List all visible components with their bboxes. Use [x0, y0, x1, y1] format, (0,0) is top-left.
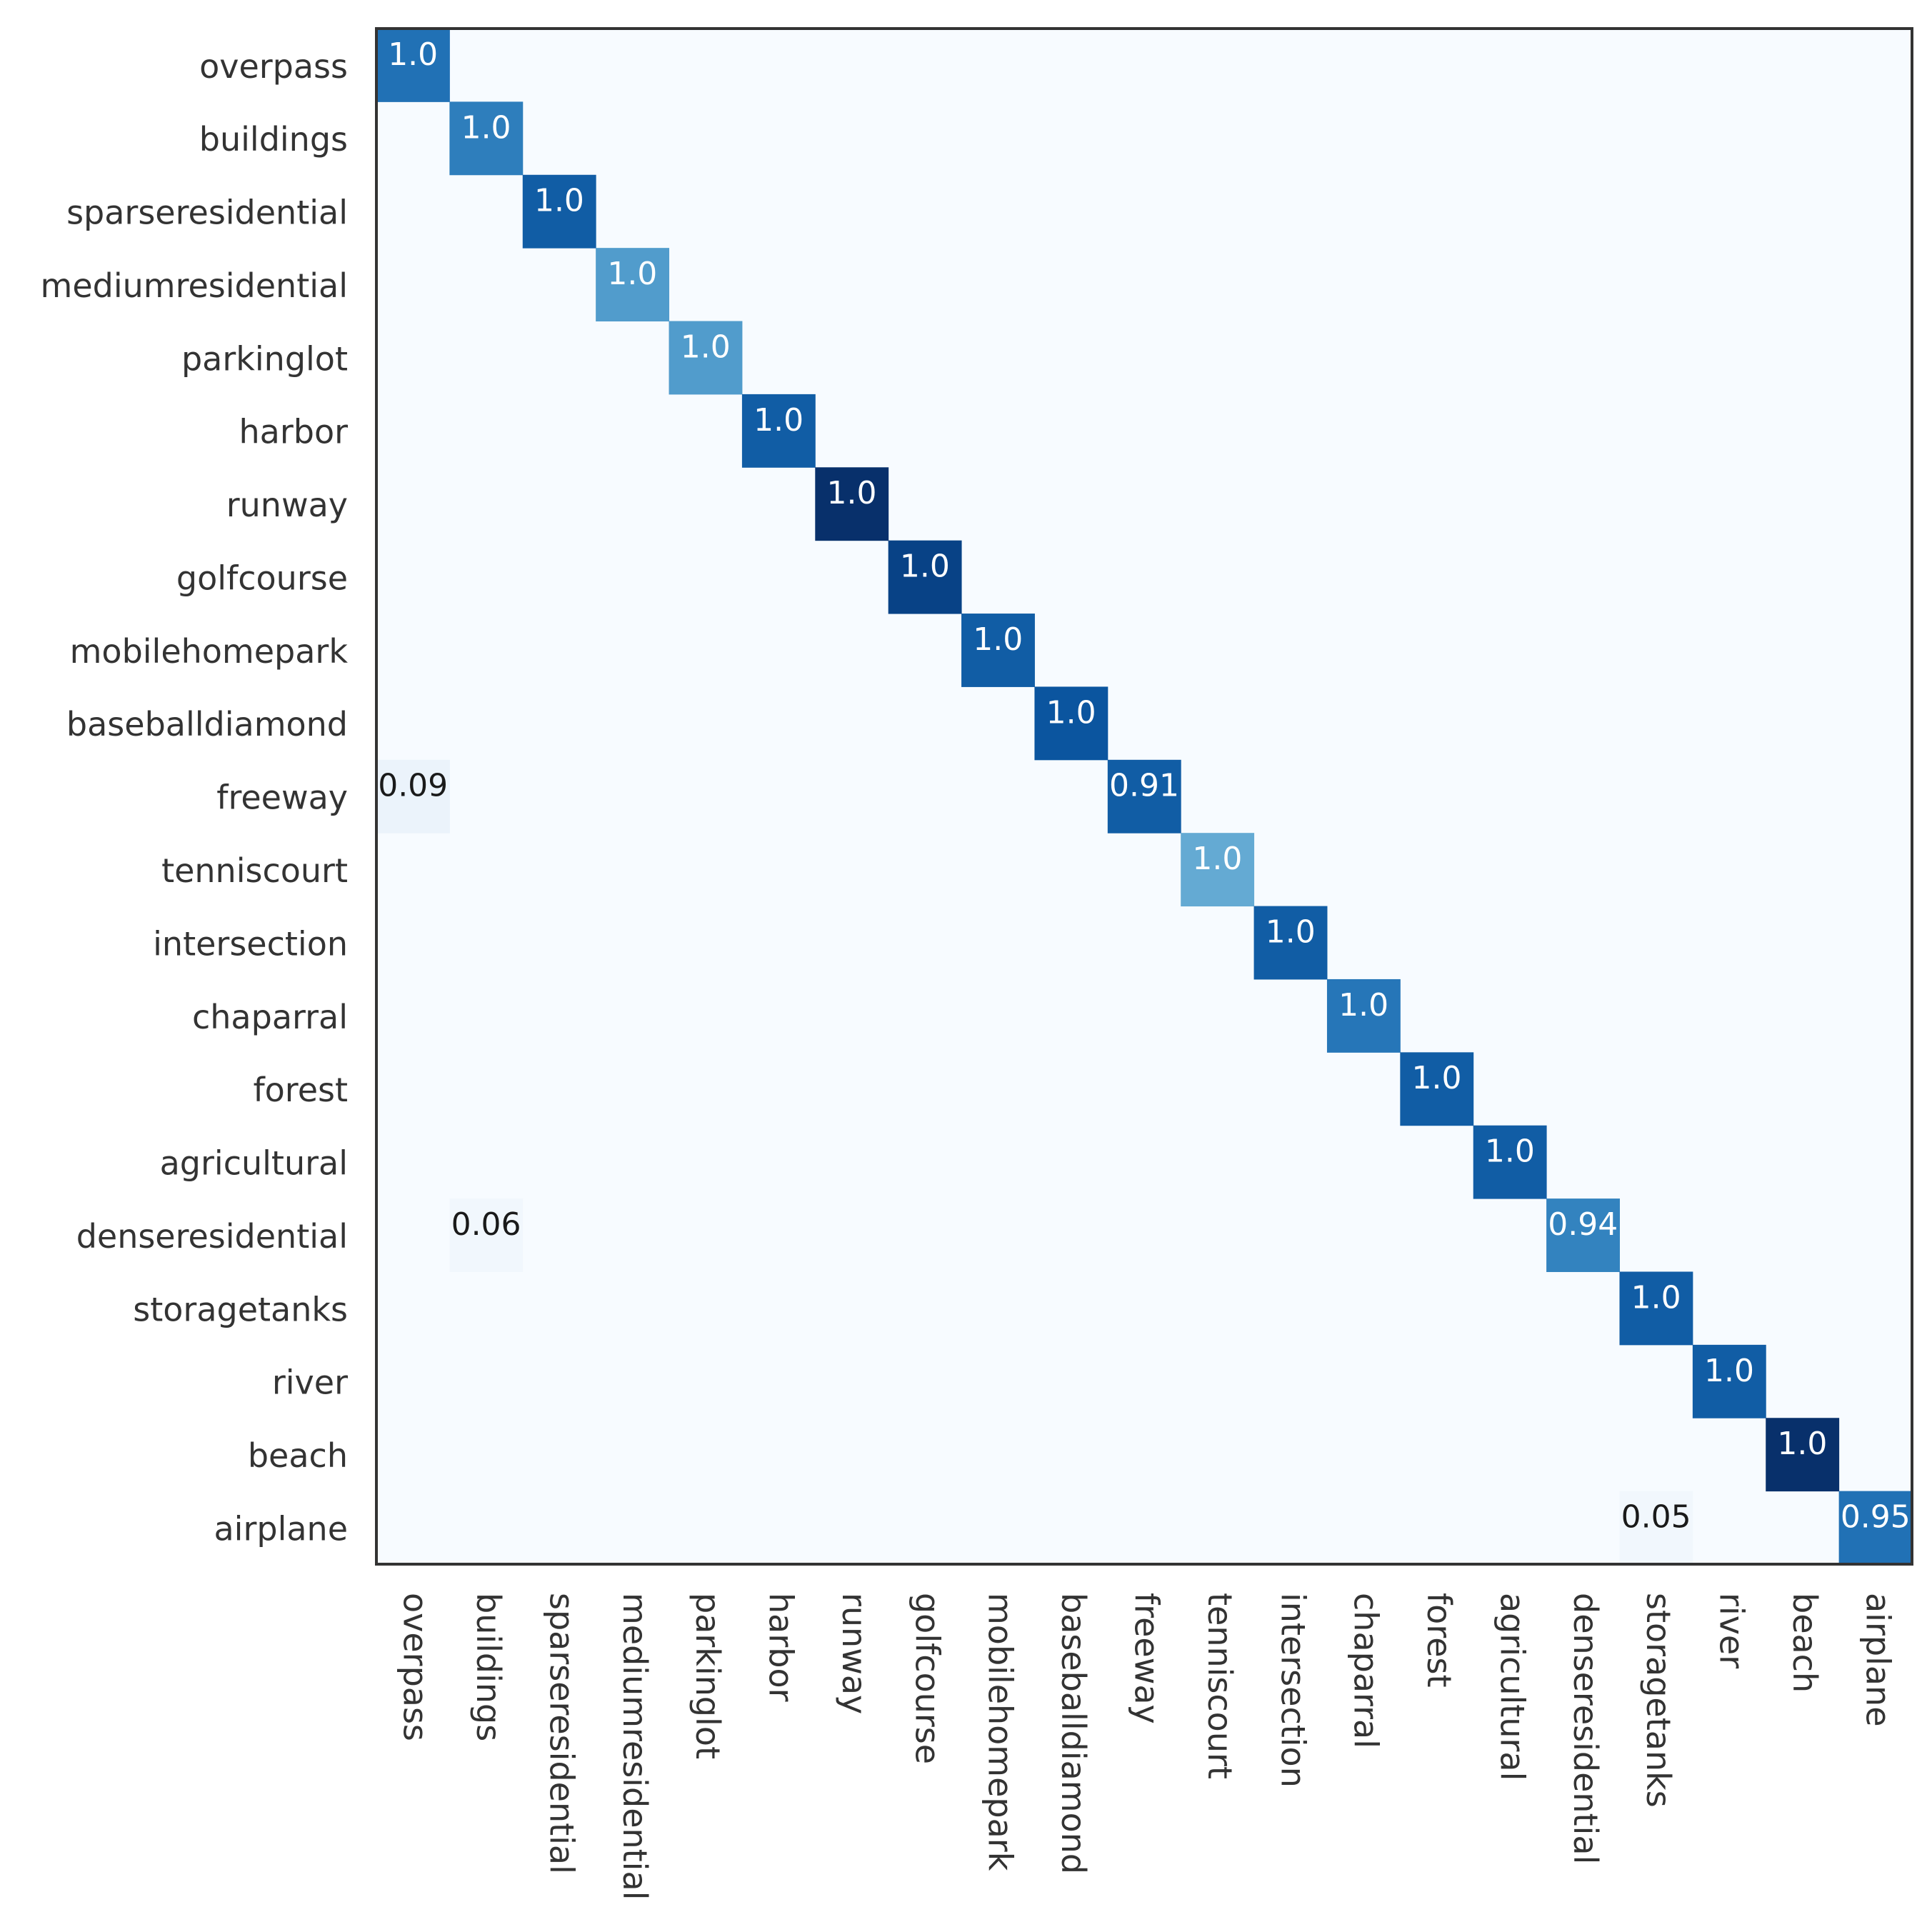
y-tick-label: intersection	[153, 924, 348, 963]
y-tick-label: denseresidential	[76, 1217, 348, 1256]
x-tick-label: denseresidential	[1566, 1593, 1605, 1864]
x-tick-label: mediumresidential	[616, 1593, 654, 1900]
heatmap-cell-value: 1.0	[1777, 1426, 1827, 1462]
x-axis-tick-labels: overpass buildings sparseresidential medium…	[396, 1593, 1898, 1900]
heatmap-cell-value: 1.0	[1338, 987, 1388, 1023]
heatmap-cell-value: 0.05	[1621, 1499, 1691, 1536]
heatmap-cell	[376, 759, 450, 834]
heatmap-cell	[1181, 833, 1255, 907]
heatmap-cell	[449, 101, 524, 176]
x-tick-label: beach	[1786, 1593, 1824, 1693]
y-tick-label: golfcourse	[176, 559, 348, 597]
y-tick-label: overpass	[199, 47, 348, 86]
heatmap-cell	[1107, 759, 1181, 834]
y-tick-label: parkinglot	[181, 339, 348, 378]
y-tick-label: agricultural	[160, 1144, 348, 1183]
heatmap-cell-value: 1.0	[1704, 1353, 1754, 1389]
heatmap-cell-value: 1.0	[1046, 694, 1096, 731]
heatmap-cell	[961, 614, 1035, 687]
x-tick-label: chaparral	[1347, 1593, 1386, 1748]
heatmap-cell-value: 1.0	[681, 329, 731, 365]
y-tick-label: forest	[253, 1071, 348, 1109]
heatmap-cell-value: 1.0	[754, 402, 804, 439]
heatmap-cell	[1619, 1271, 1693, 1346]
heatmap-cell	[522, 174, 596, 249]
y-tick-label: tenniscourt	[161, 851, 348, 890]
y-tick-label: mobilehomepark	[70, 632, 349, 671]
heatmap-cell-value: 1.0	[1266, 914, 1316, 950]
heatmap-cell	[1400, 1052, 1474, 1126]
heatmap-cell-value: 0.09	[378, 768, 448, 804]
heatmap-cell	[1838, 1491, 1913, 1565]
heatmap-cell-value: 1.0	[1631, 1279, 1681, 1316]
x-tick-label: mobilehomepark	[981, 1593, 1020, 1871]
heatmap-cell-value: 1.0	[973, 621, 1023, 658]
x-tick-label: forest	[1420, 1593, 1458, 1688]
x-tick-label: freeway	[1128, 1593, 1166, 1724]
heatmap-cell	[1473, 1125, 1547, 1199]
heatmap-cell	[888, 540, 962, 614]
y-tick-label: mediumresidential	[41, 266, 348, 305]
heatmap-cells	[376, 29, 1913, 1565]
heatmap-cell	[596, 248, 670, 322]
heatmap-cell	[1326, 978, 1401, 1053]
heatmap-cell-value: 1.0	[388, 36, 438, 73]
heatmap-cell-value: 1.0	[1485, 1133, 1535, 1170]
y-tick-label: baseballdiamond	[66, 705, 348, 744]
y-tick-label: sparseresidential	[66, 194, 348, 232]
x-tick-label: sparseresidential	[542, 1593, 581, 1874]
x-tick-label: airplane	[1858, 1593, 1897, 1727]
x-tick-label: agricultural	[1493, 1593, 1531, 1781]
heatmap-cell-value: 1.0	[826, 475, 876, 511]
heatmap-cell	[376, 29, 450, 102]
heatmap-cell-value: 1.0	[607, 256, 657, 292]
x-tick-label: overpass	[396, 1593, 435, 1741]
y-axis-tick-labels: overpass buildings sparseresidential medium…	[41, 47, 349, 1548]
heatmap-cell	[1253, 906, 1328, 980]
x-tick-label: river	[1713, 1593, 1751, 1668]
heatmap-cell	[1619, 1491, 1693, 1565]
heatmap-cell	[741, 394, 816, 468]
y-tick-label: beach	[248, 1436, 348, 1475]
heatmap-cell	[1766, 1418, 1840, 1492]
heatmap-cell-value: 0.91	[1109, 768, 1179, 804]
x-tick-label: golfcourse	[908, 1593, 946, 1764]
heatmap-cell-labels: 1.0 1.0 1.0 1.0 1.0 1.0 1.0 1.0 1.0 1.0 0.09 0.91 1.…	[378, 36, 1911, 1536]
heatmap-cell-value: 1.0	[461, 109, 511, 146]
heatmap-cell	[449, 1198, 524, 1272]
x-tick-label: storagetanks	[1639, 1593, 1678, 1808]
heatmap-cell-value: 1.0	[534, 183, 584, 219]
x-tick-label: baseballdiamond	[1054, 1593, 1093, 1874]
x-tick-label: intersection	[1273, 1593, 1312, 1788]
y-tick-label: buildings	[199, 120, 348, 159]
x-tick-label: runway	[835, 1593, 874, 1714]
heatmap-cell-value: 0.06	[451, 1206, 521, 1243]
heatmap-cell-value: 0.94	[1548, 1206, 1618, 1243]
heatmap-cell	[1546, 1198, 1620, 1272]
heatmap-cell	[1034, 686, 1108, 761]
heatmap-cell	[815, 467, 889, 541]
x-tick-label: tenniscourt	[1201, 1593, 1239, 1779]
y-tick-label: runway	[226, 486, 348, 524]
y-tick-label: river	[272, 1363, 348, 1402]
heatmap-cell-value: 1.0	[900, 549, 950, 585]
x-tick-label: harbor	[762, 1593, 801, 1702]
heatmap-cell	[1692, 1344, 1766, 1418]
heatmap-cell-value: 0.95	[1841, 1499, 1911, 1536]
y-tick-label: harbor	[239, 413, 348, 451]
y-tick-label: storagetanks	[133, 1290, 348, 1328]
heatmap-cell-value: 1.0	[1192, 841, 1242, 877]
y-tick-label: airplane	[214, 1509, 348, 1548]
heatmap-cell	[669, 321, 743, 395]
x-tick-label: parkinglot	[689, 1593, 727, 1759]
y-tick-label: freeway	[216, 779, 348, 817]
x-tick-label: buildings	[469, 1593, 508, 1741]
plot-frame	[375, 27, 1913, 1566]
y-tick-label: chaparral	[192, 998, 348, 1036]
heatmap-cell-value: 1.0	[1412, 1060, 1462, 1096]
